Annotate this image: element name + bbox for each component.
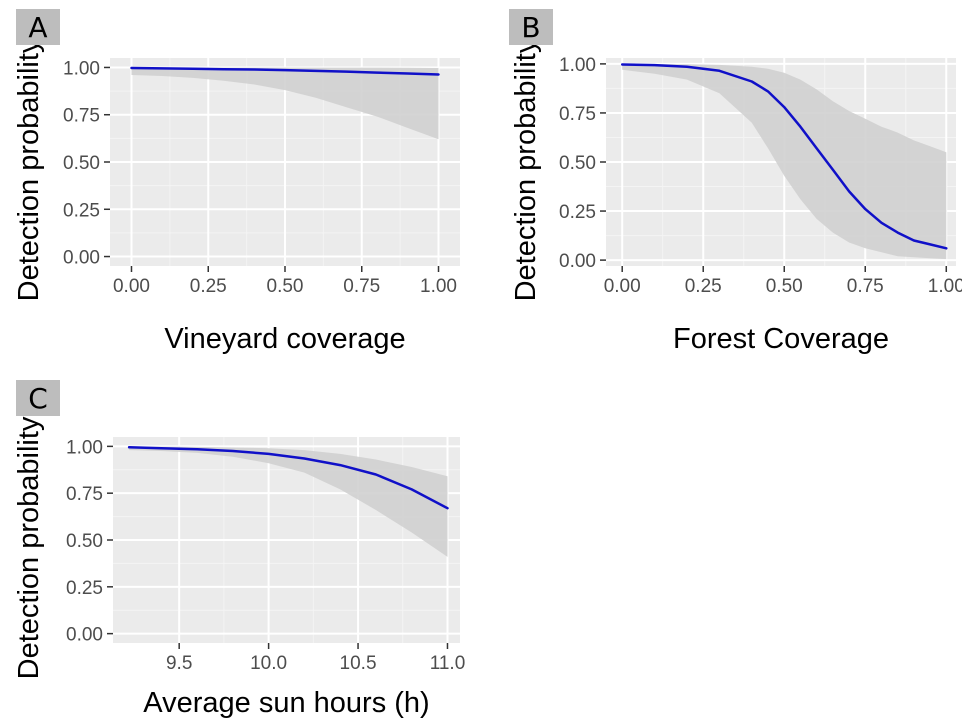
fitted-line: [620, 63, 948, 250]
y-tick-label: 0.00: [66, 625, 103, 646]
panel-tag-label: A: [28, 11, 47, 44]
y-tick-label: 0.25: [66, 578, 103, 599]
x-tick-label: 9.5: [166, 653, 192, 674]
x-tick-label: 11.0: [430, 653, 466, 674]
y-tick-label: 1.00: [66, 437, 103, 458]
y-tick-label: 0.25: [559, 202, 596, 223]
x-axis-title: Vineyard coverage: [164, 323, 405, 355]
x-axis-title: Average sun hours (h): [143, 687, 429, 719]
y-axis-title: Detection probability: [510, 38, 542, 301]
fitted-line: [127, 446, 449, 510]
y-tick-label: 0.50: [559, 153, 596, 174]
y-tick-label: 0.75: [63, 106, 100, 127]
chart-panel-b: 0.00 0.25 0.50 0.75 1.00 0.00 0.25 0.50 0.75 1.00…: [509, 9, 962, 355]
panel-tag-box: [509, 9, 553, 45]
x-axis-title: Forest Coverage: [673, 323, 889, 355]
y-tick-label: 0.75: [559, 104, 596, 125]
panel-tag-label: B: [521, 11, 540, 44]
y-tick-label: 0.50: [66, 531, 103, 552]
confidence-ribbon: [131, 67, 439, 140]
panel-tag-label: C: [28, 382, 48, 415]
confidence-ribbon: [129, 446, 448, 557]
x-tick-label: 0.25: [685, 276, 722, 297]
panel-tag-box: [16, 9, 60, 45]
x-tick-label: 0.25: [190, 276, 227, 297]
panel-tag: B: [509, 9, 553, 45]
y-tick-label: 1.00: [63, 58, 100, 79]
y-tick-label: 0.75: [66, 484, 103, 505]
y-tick-label: 0.00: [559, 251, 596, 272]
y-tick-label: 0.00: [63, 248, 100, 269]
y-axis-title: Detection probability: [13, 38, 45, 301]
x-tick-label: 10.0: [250, 653, 287, 674]
panel-tag: C: [16, 380, 60, 416]
y-axis-title: Detection probability: [13, 416, 45, 679]
panel-tag: A: [16, 9, 60, 45]
y-tick-label: 0.50: [63, 153, 100, 174]
y-tick-label: 0.25: [63, 200, 100, 221]
fitted-line: [130, 66, 440, 76]
y-tick-label: 1.00: [559, 55, 596, 76]
x-tick-label: 0.75: [847, 276, 884, 297]
x-tick-label: 0.50: [766, 276, 803, 297]
x-tick-label: 0.75: [343, 276, 380, 297]
x-tick-label: 0.00: [113, 276, 150, 297]
x-tick-label: 1.00: [928, 276, 962, 297]
x-tick-label: 10.5: [340, 653, 377, 674]
x-tick-label: 0.50: [267, 276, 304, 297]
x-tick-label: 1.00: [420, 276, 457, 297]
panel-tag-box: [16, 380, 60, 416]
chart-panel-c: 9.5 10.0 10.5 11.0 0.00 0.25 0.50 0.75 1.00 Avera…: [13, 380, 465, 719]
x-tick-label: 0.00: [604, 276, 641, 297]
chart-panel-a: 0.00 0.25 0.50 0.75 1.00 0.00 0.25 0.50 0.75 1.00…: [13, 9, 460, 355]
